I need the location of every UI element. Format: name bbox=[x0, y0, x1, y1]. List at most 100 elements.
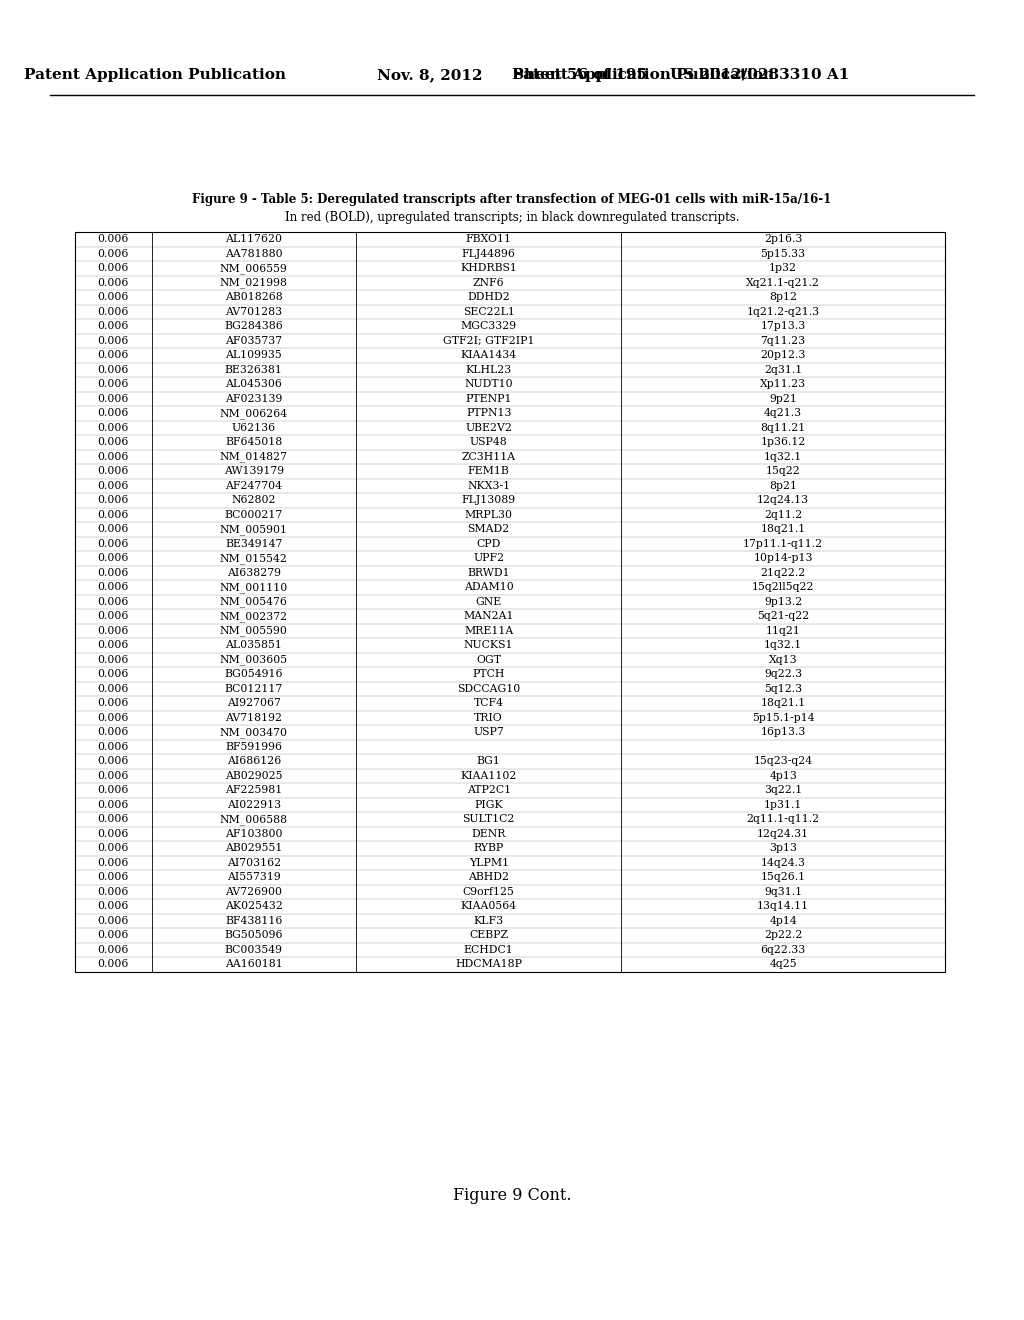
Text: 0.006: 0.006 bbox=[97, 335, 129, 346]
Text: AL045306: AL045306 bbox=[225, 379, 283, 389]
Text: 1p31.1: 1p31.1 bbox=[764, 800, 803, 809]
Text: BRWD1: BRWD1 bbox=[467, 568, 510, 578]
Text: AV726900: AV726900 bbox=[225, 887, 283, 896]
Text: 0.006: 0.006 bbox=[97, 510, 129, 520]
Text: AF035737: AF035737 bbox=[225, 335, 283, 346]
Text: BF591996: BF591996 bbox=[225, 742, 283, 752]
Text: Figure 9 Cont.: Figure 9 Cont. bbox=[453, 1187, 571, 1204]
Text: AL117620: AL117620 bbox=[225, 234, 283, 244]
Text: 5q12.3: 5q12.3 bbox=[764, 684, 802, 694]
Text: FBXO11: FBXO11 bbox=[466, 234, 512, 244]
Text: 15q22: 15q22 bbox=[766, 466, 801, 477]
Text: 0.006: 0.006 bbox=[97, 655, 129, 665]
Text: 2p22.2: 2p22.2 bbox=[764, 931, 803, 940]
Text: NUCKS1: NUCKS1 bbox=[464, 640, 513, 651]
Text: AV718192: AV718192 bbox=[225, 713, 283, 723]
Text: 0.006: 0.006 bbox=[97, 771, 129, 780]
Text: 0.006: 0.006 bbox=[97, 611, 129, 622]
Text: BC000217: BC000217 bbox=[224, 510, 283, 520]
Text: 0.006: 0.006 bbox=[97, 364, 129, 375]
Text: Nov. 8, 2012: Nov. 8, 2012 bbox=[377, 69, 482, 82]
Text: 0.006: 0.006 bbox=[97, 843, 129, 853]
Text: 0.006: 0.006 bbox=[97, 495, 129, 506]
Text: Patent Application Publication       Nov. 8, 2012   Sheet 56 of 195    US 2012/0: Patent Application Publication Nov. 8, 2… bbox=[512, 69, 1024, 82]
Text: 7q11.23: 7q11.23 bbox=[761, 335, 806, 346]
Text: 9q31.1: 9q31.1 bbox=[764, 887, 802, 896]
Text: 0.006: 0.006 bbox=[97, 451, 129, 462]
Text: 0.006: 0.006 bbox=[97, 321, 129, 331]
Text: NKX3-1: NKX3-1 bbox=[467, 480, 510, 491]
Text: 0.006: 0.006 bbox=[97, 931, 129, 940]
Text: 0.006: 0.006 bbox=[97, 582, 129, 593]
Text: 0.006: 0.006 bbox=[97, 669, 129, 680]
Text: NM_014827: NM_014827 bbox=[220, 451, 288, 462]
Text: USP48: USP48 bbox=[470, 437, 508, 447]
Text: NM_015542: NM_015542 bbox=[220, 553, 288, 564]
Text: 17p13.3: 17p13.3 bbox=[761, 321, 806, 331]
Text: 1p36.12: 1p36.12 bbox=[761, 437, 806, 447]
Text: Xq13: Xq13 bbox=[769, 655, 798, 665]
Text: 5q21-q22: 5q21-q22 bbox=[757, 611, 809, 622]
Text: SULT1C2: SULT1C2 bbox=[463, 814, 515, 824]
Text: 12q24.31: 12q24.31 bbox=[757, 829, 809, 838]
Text: 0.006: 0.006 bbox=[97, 785, 129, 795]
Text: MAN2A1: MAN2A1 bbox=[464, 611, 514, 622]
Text: 0.006: 0.006 bbox=[97, 727, 129, 738]
Text: 11q21: 11q21 bbox=[766, 626, 801, 636]
Text: NM_021998: NM_021998 bbox=[220, 277, 288, 288]
Text: AB029551: AB029551 bbox=[225, 843, 283, 853]
Text: 0.006: 0.006 bbox=[97, 597, 129, 607]
Text: U62136: U62136 bbox=[231, 422, 275, 433]
Text: HDCMA18P: HDCMA18P bbox=[456, 960, 522, 969]
Text: 4p13: 4p13 bbox=[769, 771, 797, 780]
Text: MGC3329: MGC3329 bbox=[461, 321, 517, 331]
Text: 1q32.1: 1q32.1 bbox=[764, 451, 803, 462]
Text: BG505096: BG505096 bbox=[224, 931, 283, 940]
Text: 0.006: 0.006 bbox=[97, 234, 129, 244]
Text: 0.006: 0.006 bbox=[97, 640, 129, 651]
Text: 16p13.3: 16p13.3 bbox=[761, 727, 806, 738]
Text: SMAD2: SMAD2 bbox=[468, 524, 510, 535]
Text: CPD: CPD bbox=[476, 539, 501, 549]
Text: 2q31.1: 2q31.1 bbox=[764, 364, 803, 375]
Text: Xq21.1-q21.2: Xq21.1-q21.2 bbox=[746, 277, 820, 288]
Text: 0.006: 0.006 bbox=[97, 626, 129, 636]
Text: SDCCAG10: SDCCAG10 bbox=[457, 684, 520, 694]
Text: 0.006: 0.006 bbox=[97, 829, 129, 838]
Text: 21q22.2: 21q22.2 bbox=[761, 568, 806, 578]
Text: 15q2ll5q22: 15q2ll5q22 bbox=[752, 582, 814, 593]
Text: BG1: BG1 bbox=[477, 756, 501, 766]
Text: Patent Application Publication: Patent Application Publication bbox=[24, 69, 286, 82]
Text: 0.006: 0.006 bbox=[97, 306, 129, 317]
Text: 0.006: 0.006 bbox=[97, 539, 129, 549]
Text: NM_006588: NM_006588 bbox=[220, 814, 288, 825]
Text: 15q26.1: 15q26.1 bbox=[761, 873, 806, 882]
Text: 5p15.1-p14: 5p15.1-p14 bbox=[752, 713, 814, 723]
Text: GNE: GNE bbox=[475, 597, 502, 607]
Text: SEC22L1: SEC22L1 bbox=[463, 306, 515, 317]
Text: PTCH: PTCH bbox=[472, 669, 505, 680]
Text: 9p13.2: 9p13.2 bbox=[764, 597, 803, 607]
Text: NM_006264: NM_006264 bbox=[220, 408, 288, 418]
Text: NM_001110: NM_001110 bbox=[220, 582, 288, 593]
Text: 0.006: 0.006 bbox=[97, 756, 129, 766]
Text: FEM1B: FEM1B bbox=[468, 466, 510, 477]
Text: In red (BOLD), upregulated transcripts; in black downregulated transcripts.: In red (BOLD), upregulated transcripts; … bbox=[285, 211, 739, 224]
Text: 2q11.2: 2q11.2 bbox=[764, 510, 803, 520]
Text: 9p21: 9p21 bbox=[769, 393, 797, 404]
Text: C9orf125: C9orf125 bbox=[463, 887, 515, 896]
Text: 0.006: 0.006 bbox=[97, 393, 129, 404]
Text: 0.006: 0.006 bbox=[97, 553, 129, 564]
Text: MRPL30: MRPL30 bbox=[465, 510, 513, 520]
Text: NM_005590: NM_005590 bbox=[220, 626, 288, 636]
Text: NM_005476: NM_005476 bbox=[220, 597, 288, 607]
Text: ABHD2: ABHD2 bbox=[468, 873, 509, 882]
Text: 4q25: 4q25 bbox=[769, 960, 797, 969]
Text: ECHDC1: ECHDC1 bbox=[464, 945, 514, 954]
Text: MRE11A: MRE11A bbox=[464, 626, 513, 636]
Text: NM_002372: NM_002372 bbox=[220, 611, 288, 622]
Text: NUDT10: NUDT10 bbox=[464, 379, 513, 389]
Text: 1p32: 1p32 bbox=[769, 263, 797, 273]
Text: ATP2C1: ATP2C1 bbox=[467, 785, 511, 795]
Text: AI022913: AI022913 bbox=[226, 800, 281, 809]
